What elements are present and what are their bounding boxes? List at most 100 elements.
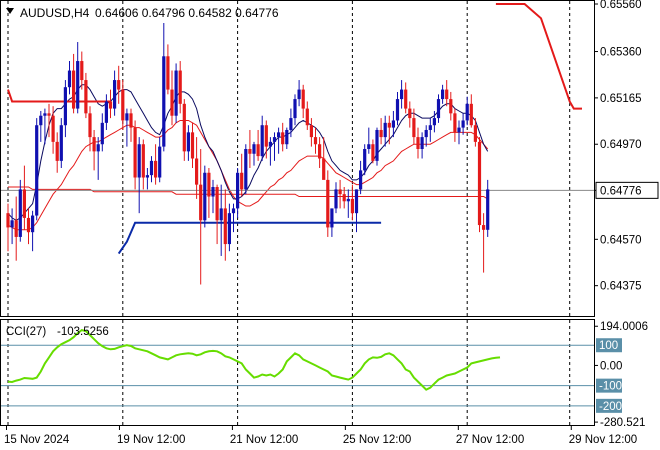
cci-level-box bbox=[596, 398, 622, 413]
candle-body bbox=[252, 144, 256, 154]
candle-body bbox=[63, 87, 67, 126]
time-axis: 15 Nov 2024 19 Nov 12:00 21 Nov 12:00 25 No… bbox=[4, 425, 637, 446]
candle-body bbox=[18, 189, 22, 237]
price-pane[interactable] bbox=[0, 0, 595, 317]
candle-body bbox=[10, 220, 14, 228]
time-tick-label: 25 Nov 12:00 bbox=[343, 434, 411, 446]
candle-body bbox=[436, 99, 441, 119]
candle-body bbox=[313, 137, 318, 145]
candle-body bbox=[330, 208, 334, 228]
candle-body bbox=[391, 120, 395, 128]
candle-body bbox=[162, 56, 166, 147]
candle-body bbox=[47, 113, 51, 116]
candle-body bbox=[379, 129, 383, 138]
candle-body bbox=[108, 101, 113, 109]
candle-body bbox=[199, 184, 203, 221]
candle-body bbox=[178, 70, 182, 104]
candle-body bbox=[149, 160, 154, 176]
candle-body bbox=[272, 137, 277, 142]
candle-body bbox=[395, 99, 400, 121]
candle-body bbox=[26, 217, 31, 233]
candle-body bbox=[453, 113, 457, 133]
candle-body bbox=[223, 208, 227, 245]
candle-body bbox=[367, 144, 371, 149]
candle-body bbox=[449, 99, 453, 114]
cci-tick-label: -200 bbox=[599, 401, 622, 413]
candle-body bbox=[432, 118, 436, 126]
candle-body bbox=[174, 70, 178, 116]
candle-body bbox=[375, 129, 379, 161]
candle-body bbox=[268, 141, 272, 147]
candle-body bbox=[297, 89, 301, 100]
price-tick-label: 0.64375 bbox=[600, 281, 642, 293]
candle-body bbox=[445, 89, 449, 100]
candle-body bbox=[67, 70, 72, 88]
time-tick-label: 15 Nov 2024 bbox=[4, 434, 70, 446]
candle-body bbox=[289, 118, 293, 130]
candle-body bbox=[203, 172, 207, 221]
candle-body bbox=[219, 208, 223, 221]
candle-body bbox=[231, 208, 236, 214]
candle-body bbox=[338, 189, 342, 195]
cci-value: -103.5256 bbox=[57, 326, 109, 338]
cci-tick-label: 0.00 bbox=[600, 360, 622, 372]
candle-body bbox=[424, 129, 428, 138]
cci-line bbox=[7, 329, 501, 391]
candle-body bbox=[154, 160, 158, 178]
candle-body bbox=[113, 80, 117, 109]
candle-body bbox=[158, 146, 162, 178]
candle-body bbox=[309, 125, 313, 138]
price-indicators bbox=[1, 3, 594, 255]
candle-body bbox=[482, 225, 486, 230]
candle-body bbox=[408, 108, 412, 119]
collapse-triangle-icon[interactable] bbox=[6, 8, 14, 14]
price-tick-label: 0.64776 bbox=[600, 185, 642, 197]
candle-body bbox=[334, 189, 338, 209]
candle-body bbox=[236, 172, 240, 209]
candle-body bbox=[473, 125, 477, 142]
candle-body bbox=[35, 125, 39, 216]
price-axis: 0.65560 0.65360 0.65165 0.64970 0.64776 0.645… bbox=[594, 0, 659, 293]
candle-body bbox=[22, 189, 26, 218]
support-line bbox=[117, 221, 382, 255]
candle-body bbox=[72, 70, 76, 109]
candle-body bbox=[166, 56, 170, 90]
candle-body bbox=[121, 89, 125, 121]
candle-body bbox=[277, 132, 281, 138]
cci-axis: 194.0006 100 0.00 -100 -200 -280.521 bbox=[594, 321, 648, 429]
ohlc-label: 0.64606 0.64796 0.64582 0.64776 bbox=[95, 6, 279, 20]
candle-body bbox=[260, 125, 264, 157]
candle-body bbox=[141, 144, 145, 178]
cci-name: CCI(27) bbox=[6, 326, 46, 338]
cci-pane[interactable] bbox=[0, 319, 595, 426]
current-price-box bbox=[595, 181, 659, 199]
candle-body bbox=[100, 122, 104, 145]
candle-body bbox=[39, 115, 43, 126]
time-tick-label: 21 Nov 12:00 bbox=[230, 434, 298, 446]
candle-body bbox=[215, 187, 219, 221]
slow-ma-line bbox=[7, 120, 489, 231]
candles bbox=[6, 23, 490, 285]
candle-body bbox=[207, 172, 211, 197]
candle-body bbox=[281, 132, 285, 145]
candle-body bbox=[416, 137, 420, 149]
candle-body bbox=[363, 148, 367, 171]
price-tick-label: 0.65360 bbox=[600, 47, 642, 59]
candle-body bbox=[190, 132, 195, 159]
candle-body bbox=[55, 141, 59, 161]
candle-body bbox=[244, 148, 248, 190]
candle-body bbox=[51, 115, 55, 142]
candle-body bbox=[305, 108, 309, 126]
candle-body bbox=[457, 127, 461, 133]
price-pane-frame bbox=[0, 0, 595, 317]
candle-body bbox=[84, 80, 88, 114]
symbol-label: AUDUSD,H4 bbox=[20, 6, 90, 20]
candle-body bbox=[371, 144, 375, 161]
time-tick-label: 29 Nov 12:00 bbox=[569, 434, 637, 446]
candle-body bbox=[227, 213, 231, 245]
candle-body bbox=[486, 189, 490, 230]
cci-tick-label: 194.0006 bbox=[600, 321, 648, 333]
candle-body bbox=[350, 198, 354, 214]
candle-body bbox=[6, 213, 10, 228]
candle-body bbox=[88, 113, 92, 138]
